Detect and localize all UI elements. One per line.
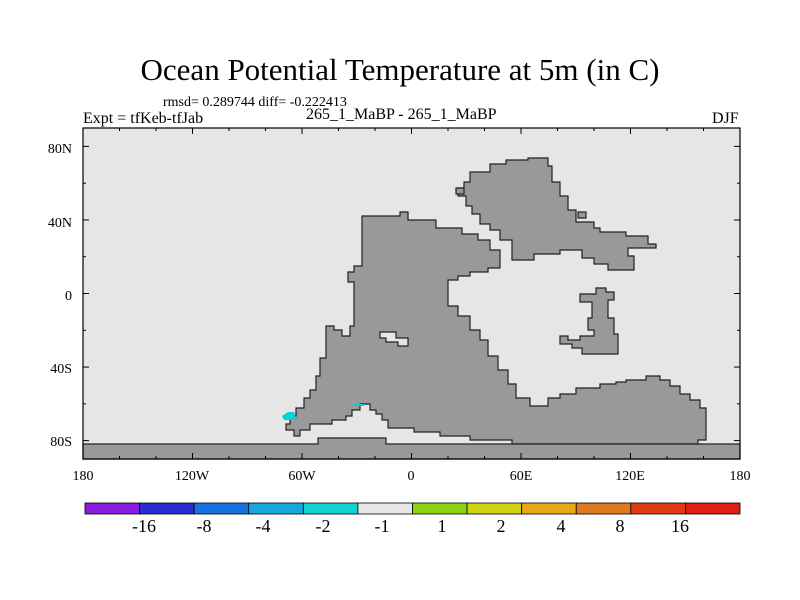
colorbar-labels: -16 -8 -4 -2 -1 1 2 4 8 16 — [132, 516, 689, 536]
inland-seas — [379, 331, 409, 347]
lat-label-80s: 80S — [50, 435, 72, 450]
lat-label-0: 0 — [65, 289, 72, 304]
colorbar-swatch — [685, 502, 741, 515]
colorbar-swatch — [466, 502, 523, 515]
colorbar-label-4: 4 — [557, 516, 566, 536]
lon-label-180w: 180 — [73, 469, 94, 484]
lon-label-60e: 60E — [510, 469, 533, 484]
lon-label-180e: 180 — [730, 469, 751, 484]
lon-label-60w: 60W — [288, 469, 316, 484]
colorbar-label-1: 1 — [438, 516, 447, 536]
anomaly-patch — [282, 412, 296, 420]
map-title: Ocean Potential Temperature at 5m (in C) — [140, 52, 660, 87]
colorbar-swatch — [193, 502, 250, 515]
land-laurasia-north — [457, 157, 657, 271]
lat-label-40s: 40S — [50, 362, 72, 377]
lon-label-120w: 120W — [175, 469, 210, 484]
colorbar-label-16: 16 — [671, 516, 689, 536]
colorbar-label-m4: -4 — [256, 516, 271, 536]
season-label: DJF — [712, 110, 739, 127]
colorbar-label-m1: -1 — [375, 516, 390, 536]
colorbar-label-m16: -16 — [132, 516, 156, 536]
colorbar-label-m8: -8 — [197, 516, 212, 536]
colorbar-label-2: 2 — [497, 516, 506, 536]
inland-sea-south — [379, 331, 409, 347]
land-arctic-islet-1 — [455, 187, 465, 195]
colorbar-swatch — [357, 502, 413, 515]
anomaly-patch-small — [354, 404, 364, 406]
colorbar-swatch — [139, 502, 195, 515]
colorbar — [84, 502, 741, 515]
lon-label-0: 0 — [408, 469, 415, 484]
map-panel — [82, 127, 741, 460]
lon-labels: 180 120W 60W 0 60E 120E 180 — [73, 469, 751, 484]
colorbar-swatch — [575, 502, 632, 515]
land-east-island — [559, 287, 619, 355]
colorbar-swatch — [521, 502, 577, 515]
lat-label-40n: 40N — [48, 216, 72, 231]
lat-labels: 80N 40N 0 40S 80S — [48, 142, 72, 450]
land-arctic-islet-2 — [577, 211, 587, 219]
colorbar-label-m2: -2 — [316, 516, 331, 536]
colorbar-swatch — [302, 502, 359, 515]
lon-label-120e: 120E — [615, 469, 645, 484]
lat-label-80n: 80N — [48, 142, 72, 157]
land-masses — [82, 157, 741, 460]
colorbar-swatch — [248, 502, 304, 515]
colorbar-label-8: 8 — [616, 516, 625, 536]
stats-text: rmsd= 0.289744 diff= -0.222413 — [163, 95, 347, 110]
colorbar-swatch — [412, 502, 468, 515]
axis-ticks — [82, 128, 741, 459]
experiment-label: Expt = tfKeb-tfJab — [83, 110, 204, 127]
colorbar-swatch — [84, 502, 140, 515]
period-label: 265_1_MaBP - 265_1_MaBP — [306, 106, 497, 123]
colorbar-swatch — [630, 502, 686, 515]
land-pangaea — [285, 211, 707, 445]
